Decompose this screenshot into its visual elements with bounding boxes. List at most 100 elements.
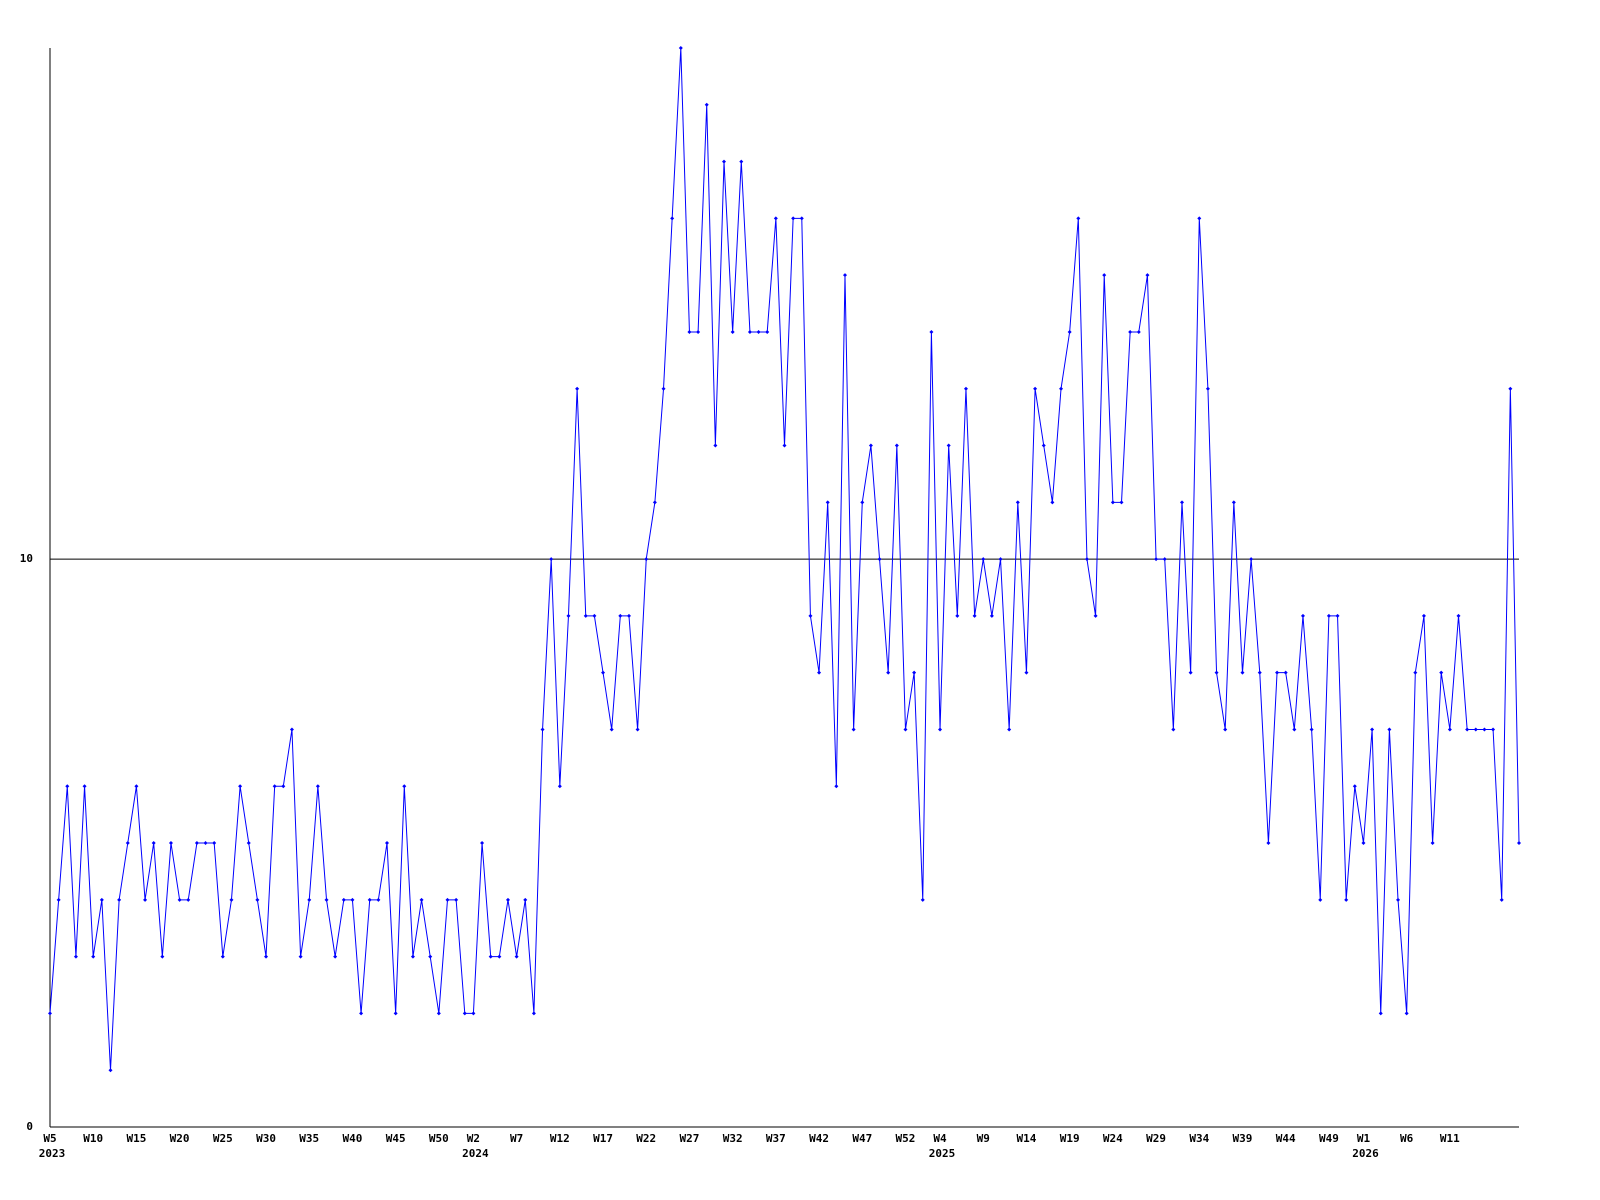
data-point: [91, 954, 96, 959]
data-point: [65, 784, 70, 789]
x-tick-label: W35: [299, 1132, 319, 1145]
data-point: [1110, 500, 1115, 505]
x-tick-label: W25: [213, 1132, 233, 1145]
data-point: [842, 273, 847, 278]
data-point: [678, 46, 683, 50]
data-point: [1050, 500, 1055, 505]
data-point: [454, 897, 459, 902]
data-point: [1318, 897, 1323, 902]
data-point: [791, 216, 796, 221]
data-point: [1214, 670, 1219, 675]
data-point: [108, 1068, 113, 1073]
data-point: [480, 841, 485, 846]
data-point: [203, 841, 208, 846]
data-point: [739, 159, 744, 164]
data-point: [436, 1011, 441, 1016]
x-tick-label: W11: [1440, 1132, 1460, 1145]
data-point: [143, 897, 148, 902]
data-point: [445, 897, 450, 902]
data-point: [419, 897, 424, 902]
data-point: [134, 784, 139, 789]
data-point: [1136, 329, 1141, 334]
data-point: [834, 784, 839, 789]
data-point: [1128, 329, 1133, 334]
data-point: [1102, 273, 1107, 278]
data-point: [998, 557, 1003, 562]
data-point: [514, 954, 519, 959]
data-point: [756, 329, 761, 334]
data-point: [1300, 613, 1305, 618]
data-point: [825, 500, 830, 505]
data-point: [696, 329, 701, 334]
data-point: [601, 670, 606, 675]
data-point: [1059, 386, 1064, 391]
data-point: [773, 216, 778, 221]
data-point: [1491, 727, 1496, 732]
data-point: [56, 897, 61, 902]
x-tick-label: W42: [809, 1132, 829, 1145]
data-point: [1154, 557, 1159, 562]
data-point: [385, 841, 390, 846]
x-tick-label: W47: [852, 1132, 872, 1145]
x-tick-label: W24: [1103, 1132, 1123, 1145]
data-point: [583, 613, 588, 618]
x-tick-label: W7: [510, 1132, 523, 1145]
data-point: [1266, 841, 1271, 846]
x-tick-label: W52: [896, 1132, 916, 1145]
data-point: [808, 613, 813, 618]
data-point: [687, 329, 692, 334]
data-point: [1007, 727, 1012, 732]
data-point: [877, 557, 882, 562]
data-point: [99, 897, 104, 902]
data-point: [851, 727, 856, 732]
data-point: [963, 386, 968, 391]
data-point: [341, 897, 346, 902]
x-tick-label: W27: [680, 1132, 700, 1145]
data-point: [324, 897, 329, 902]
data-point: [894, 443, 899, 448]
data-point: [946, 443, 951, 448]
data-point: [652, 500, 657, 505]
data-point: [1421, 613, 1426, 618]
x-tick-label: W1: [1357, 1132, 1371, 1145]
x-tick-label: W20: [170, 1132, 190, 1145]
data-point: [1119, 500, 1124, 505]
data-point: [523, 897, 528, 902]
data-point: [1179, 500, 1184, 505]
data-point: [1292, 727, 1297, 732]
data-point: [713, 443, 718, 448]
data-point: [1378, 1011, 1383, 1016]
data-point: [782, 443, 787, 448]
data-point: [1240, 670, 1245, 675]
data-point: [955, 613, 960, 618]
data-point: [1145, 273, 1150, 278]
data-point: [410, 954, 415, 959]
data-point: [1162, 557, 1167, 562]
data-point: [1024, 670, 1029, 675]
data-point: [1171, 727, 1176, 732]
data-point: [817, 670, 822, 675]
data-point: [989, 613, 994, 618]
data-point: [1231, 500, 1236, 505]
data-point: [402, 784, 407, 789]
x-tick-label: W6: [1400, 1132, 1414, 1145]
data-point: [1015, 500, 1020, 505]
x-tick-label: W34: [1189, 1132, 1209, 1145]
data-point: [48, 1011, 52, 1016]
data-point: [1275, 670, 1280, 675]
data-point: [246, 841, 251, 846]
data-point: [886, 670, 891, 675]
y-tick-label: 0: [26, 1120, 33, 1133]
data-point: [186, 897, 191, 902]
data-point: [428, 954, 433, 959]
data-point: [117, 897, 122, 902]
data-point: [1430, 841, 1435, 846]
data-point: [350, 897, 355, 902]
data-point: [1084, 557, 1089, 562]
y-tick-label: 10: [20, 552, 33, 565]
data-point: [82, 784, 87, 789]
data-point: [1465, 727, 1470, 732]
x-tick-label: W22: [636, 1132, 656, 1145]
data-point: [566, 613, 571, 618]
